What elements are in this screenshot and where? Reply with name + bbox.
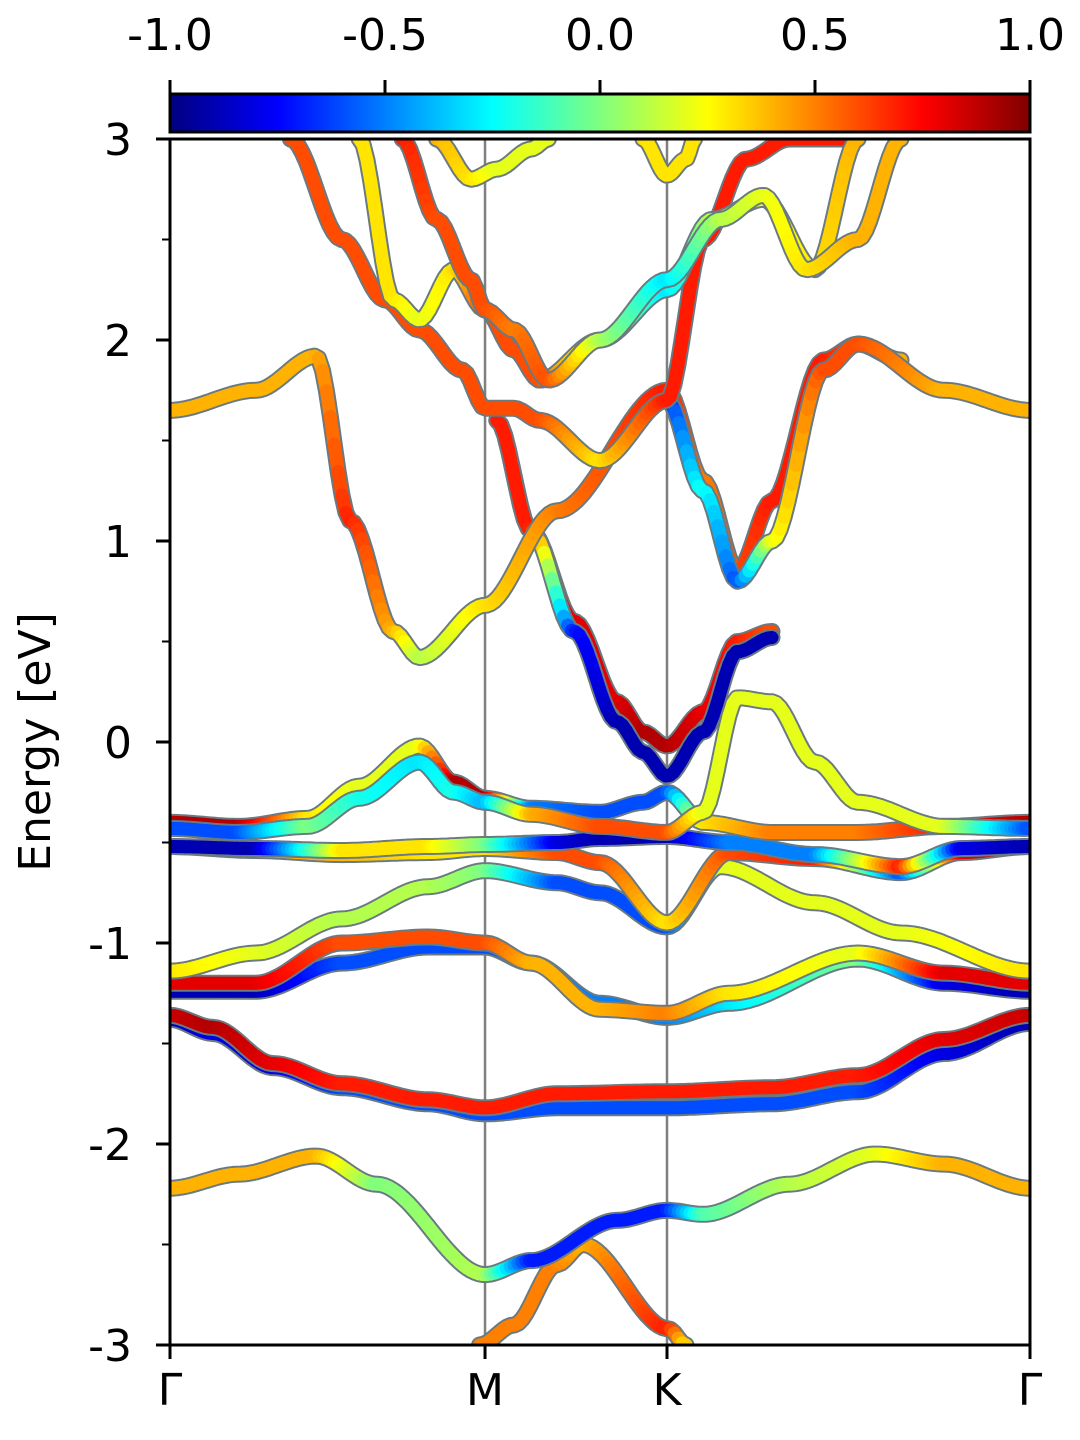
y-tick-label: -1 xyxy=(88,919,132,970)
y-axis-title: Energy [eV] xyxy=(10,612,61,872)
y-tick-label: -2 xyxy=(88,1120,132,1171)
y-tick-label: 2 xyxy=(104,316,132,367)
band xyxy=(658,335,1030,590)
colorbar-tick-label: 1.0 xyxy=(995,10,1065,61)
band xyxy=(170,1006,1030,1117)
band xyxy=(634,139,704,184)
band xyxy=(170,858,1030,980)
x-tick-label: Γ xyxy=(158,1365,183,1416)
colorbar: -1.0 -0.5 0.0 0.5 1.0 xyxy=(127,10,1065,134)
y-axis-ticks: -3 -2 -1 0 1 2 3 xyxy=(88,115,170,1372)
band xyxy=(170,689,1030,841)
band xyxy=(471,1236,695,1345)
colorbar-tick-label: 0.5 xyxy=(780,10,850,61)
y-tick-label: 0 xyxy=(104,718,132,769)
y-tick-label: -3 xyxy=(88,1321,132,1372)
x-tick-label: Γ xyxy=(1018,1365,1043,1416)
band xyxy=(393,139,910,389)
y-tick-label: 1 xyxy=(104,517,132,568)
colorbar-gradient xyxy=(168,92,1032,134)
band xyxy=(170,1145,1030,1284)
plot-area: -3 -2 -1 0 1 2 3 Γ M K Γ Energy [eV] xyxy=(10,115,1043,1416)
colorbar-tick-label: -1.0 xyxy=(127,10,213,61)
band xyxy=(170,828,1030,876)
colorbar-tick-label: -0.5 xyxy=(342,10,428,61)
band xyxy=(170,928,1030,1022)
colorbar-tick-label: 0.0 xyxy=(565,10,635,61)
y-tick-label: 3 xyxy=(104,115,132,166)
x-tick-label: K xyxy=(653,1365,683,1416)
band xyxy=(428,139,557,188)
x-tick-label: M xyxy=(466,1365,504,1416)
band-segment xyxy=(761,631,779,645)
colorbar-ticks: -1.0 -0.5 0.0 0.5 1.0 xyxy=(127,10,1065,94)
bands xyxy=(170,139,1030,1345)
band xyxy=(281,139,867,470)
